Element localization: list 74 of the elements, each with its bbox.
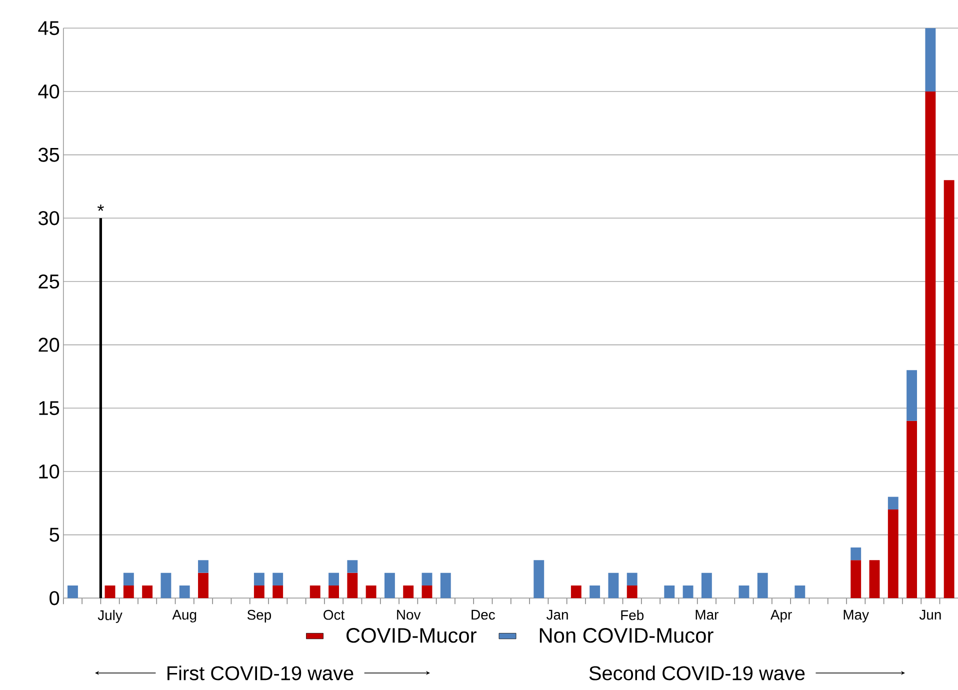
bar bbox=[626, 572, 638, 586]
bar bbox=[608, 572, 619, 598]
bar bbox=[925, 91, 936, 598]
y-tick-label: 15 bbox=[39, 401, 60, 416]
y-tick-label: 10 bbox=[39, 464, 60, 479]
bar bbox=[701, 572, 712, 598]
x-tick-label: Sep bbox=[247, 610, 272, 623]
bar bbox=[682, 585, 694, 598]
bar bbox=[850, 547, 862, 560]
bar bbox=[198, 572, 208, 598]
bar bbox=[160, 572, 172, 598]
bar bbox=[869, 560, 880, 598]
bar bbox=[366, 585, 376, 598]
bar bbox=[906, 420, 918, 598]
y-tick-label: 40 bbox=[38, 84, 60, 99]
bar bbox=[570, 585, 582, 598]
bar bbox=[384, 572, 395, 598]
bar bbox=[738, 585, 750, 598]
legend-label: COVID-Mucor bbox=[346, 628, 476, 643]
bar bbox=[68, 585, 78, 598]
bar bbox=[403, 585, 414, 598]
bar bbox=[328, 585, 339, 598]
bar bbox=[664, 585, 675, 598]
x-tick-label: Jun bbox=[919, 610, 941, 620]
bar bbox=[347, 560, 358, 573]
bar bbox=[198, 560, 208, 573]
bar bbox=[888, 496, 898, 510]
bar bbox=[272, 572, 284, 586]
bar bbox=[590, 585, 600, 598]
bar bbox=[944, 180, 954, 598]
x-tick-label: Jan bbox=[546, 610, 568, 620]
bar bbox=[906, 370, 918, 421]
bar bbox=[626, 585, 638, 598]
x-tick-label: Oct bbox=[324, 610, 345, 620]
bar bbox=[925, 28, 936, 92]
bar bbox=[888, 509, 898, 598]
y-tick-label: 5 bbox=[50, 528, 60, 542]
bar bbox=[179, 585, 190, 598]
bar bbox=[272, 585, 284, 598]
legend-label: Non COVID-Mucor bbox=[540, 628, 714, 643]
x-tick-label: Dec bbox=[472, 610, 495, 620]
text: First COVID-19 wave bbox=[168, 666, 354, 680]
bar bbox=[254, 585, 264, 598]
bar bbox=[794, 585, 806, 598]
x-tick-label: Nov bbox=[397, 610, 421, 620]
y-tick-label: 0 bbox=[50, 591, 60, 606]
bar bbox=[104, 585, 116, 598]
y-tick-label: 45 bbox=[38, 21, 60, 36]
y-tick-label: 25 bbox=[38, 274, 60, 289]
bar bbox=[422, 572, 432, 586]
x-tick-label: May bbox=[844, 610, 870, 622]
x-tick-label: Aug bbox=[172, 610, 196, 622]
y-tick-label: 20 bbox=[38, 338, 60, 352]
annotation: * bbox=[97, 204, 104, 211]
bar bbox=[123, 585, 134, 598]
bar bbox=[142, 585, 153, 598]
bar bbox=[347, 572, 358, 598]
y-tick-label: 30 bbox=[38, 211, 60, 226]
bar bbox=[440, 572, 451, 598]
bar bbox=[99, 218, 102, 598]
bar bbox=[310, 585, 320, 598]
bar bbox=[422, 585, 432, 598]
x-tick-label: Mar bbox=[696, 610, 718, 620]
bar bbox=[123, 572, 134, 586]
bar bbox=[850, 560, 862, 598]
bar bbox=[328, 572, 339, 586]
bar bbox=[254, 572, 264, 586]
text: Second COVID-19 wave bbox=[589, 666, 805, 680]
bar bbox=[757, 572, 768, 598]
x-tick-label: Apr bbox=[770, 610, 792, 622]
bar bbox=[534, 560, 544, 598]
y-tick-label: 35 bbox=[38, 148, 60, 162]
x-tick-label: July bbox=[98, 610, 122, 623]
x-tick-label: Feb bbox=[621, 610, 644, 620]
